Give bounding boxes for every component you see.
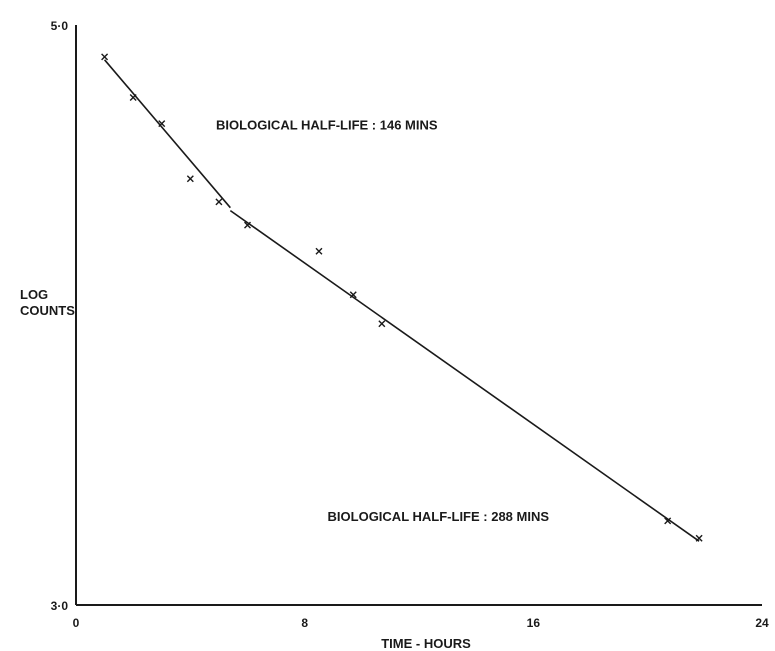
data-point bbox=[695, 534, 703, 542]
data-point bbox=[129, 94, 137, 101]
y-axis-label-line-1: LOG bbox=[20, 287, 48, 302]
data-point bbox=[186, 175, 194, 183]
x-tick-label: 0 bbox=[73, 616, 80, 630]
x-tick-label: 8 bbox=[301, 616, 308, 630]
y-tick-label: 3·0 bbox=[51, 599, 69, 613]
fit-line bbox=[103, 59, 231, 209]
data-point bbox=[215, 198, 223, 206]
data-point bbox=[664, 517, 672, 525]
x-tick-label: 16 bbox=[527, 616, 541, 630]
x-tick-label: 24 bbox=[755, 616, 769, 630]
y-tick-label: 5·0 bbox=[51, 19, 69, 33]
fit-lines bbox=[103, 59, 700, 542]
data-point bbox=[315, 247, 323, 255]
x-tick-labels: 0 8 16 24 bbox=[73, 616, 769, 630]
data-point bbox=[349, 291, 357, 299]
data-point bbox=[101, 53, 109, 61]
data-point bbox=[158, 120, 166, 128]
x-axis-label: TIME - HOURS bbox=[381, 636, 471, 651]
data-point bbox=[378, 320, 386, 328]
data-point bbox=[244, 221, 251, 229]
half-life-annotation: BIOLOGICAL HALF-LIFE : 288 MINS bbox=[328, 509, 550, 524]
fit-line bbox=[229, 209, 700, 542]
data-points bbox=[101, 53, 703, 542]
annotations: BIOLOGICAL HALF-LIFE : 146 MINS BIOLOGICA… bbox=[216, 117, 549, 524]
y-tick-labels: 3·0 5·0 bbox=[51, 19, 69, 613]
y-axis-label-line-2: COUNTS bbox=[20, 303, 75, 318]
half-life-annotation: BIOLOGICAL HALF-LIFE : 146 MINS bbox=[216, 117, 438, 132]
